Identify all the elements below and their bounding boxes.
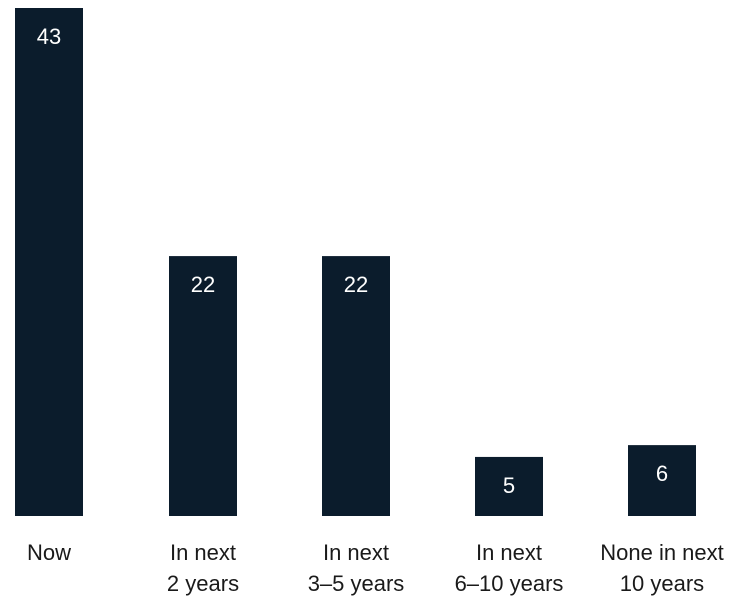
category-label-1-line-0: In next xyxy=(170,540,236,565)
value-label-4: 6 xyxy=(656,461,668,486)
value-label-0: 43 xyxy=(37,24,61,49)
bar-1 xyxy=(169,256,237,516)
category-label-3-line-0: In next xyxy=(476,540,542,565)
category-label-0-line-0: Now xyxy=(27,540,71,565)
category-label-2-line-0: In next xyxy=(323,540,389,565)
value-labels-group: 43 22 22 5 6 xyxy=(37,24,668,498)
category-label-2-line-1: 3–5 years xyxy=(308,571,405,596)
value-label-3: 5 xyxy=(503,473,515,498)
bars-group xyxy=(15,8,696,516)
value-label-1: 22 xyxy=(191,272,215,297)
category-label-1-line-1: 2 years xyxy=(167,571,239,596)
bar-0 xyxy=(15,8,83,516)
value-label-2: 22 xyxy=(344,272,368,297)
bar-2 xyxy=(322,256,390,516)
category-label-4-line-0: None in next xyxy=(600,540,724,565)
category-labels-group: Now In next 2 years In next 3–5 years In next… xyxy=(27,540,724,596)
bar-3 xyxy=(475,456,543,516)
category-label-4-line-1: 10 years xyxy=(620,571,704,596)
bar-4 xyxy=(628,445,696,516)
category-label-3-line-1: 6–10 years xyxy=(455,571,564,596)
